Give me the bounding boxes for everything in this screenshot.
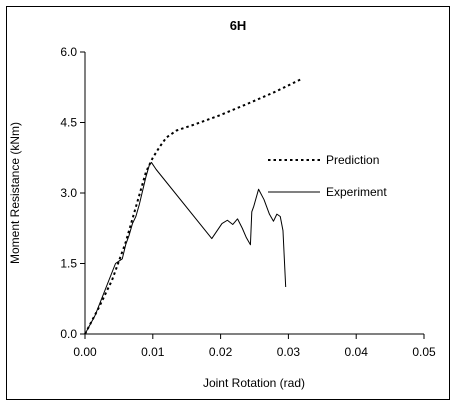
series-line-experiment: [84, 161, 287, 335]
x-tick-label: 0.00: [73, 345, 97, 359]
series-layer: [84, 77, 303, 335]
y-tick-label: 3.0: [60, 186, 77, 200]
chart-title: 6H: [230, 18, 247, 33]
y-tick-label: 4.5: [60, 116, 77, 130]
y-axis-label: Moment Resistance (kNm): [8, 122, 22, 264]
x-tick-label: 0.02: [209, 345, 233, 359]
legend: Prediction Experiment: [268, 153, 387, 199]
legend-label-prediction: Prediction: [326, 153, 379, 167]
y-axis-ticks: 0.0 1.5 3.0 4.5 6.0: [60, 45, 85, 341]
legend-label-experiment: Experiment: [326, 185, 387, 199]
x-tick-label: 0.03: [277, 345, 301, 359]
x-tick-label: 0.05: [412, 345, 436, 359]
x-axis-label: Joint Rotation (rad): [203, 376, 305, 390]
y-tick-label: 1.5: [60, 257, 77, 271]
series-line-prediction: [84, 77, 303, 335]
y-tick-label: 0.0: [60, 327, 77, 341]
x-tick-label: 0.01: [141, 345, 165, 359]
y-tick-label: 6.0: [60, 45, 77, 59]
x-tick-label: 0.04: [345, 345, 369, 359]
x-axis-ticks: 0.00 0.01 0.02 0.03 0.04 0.05: [73, 334, 436, 359]
